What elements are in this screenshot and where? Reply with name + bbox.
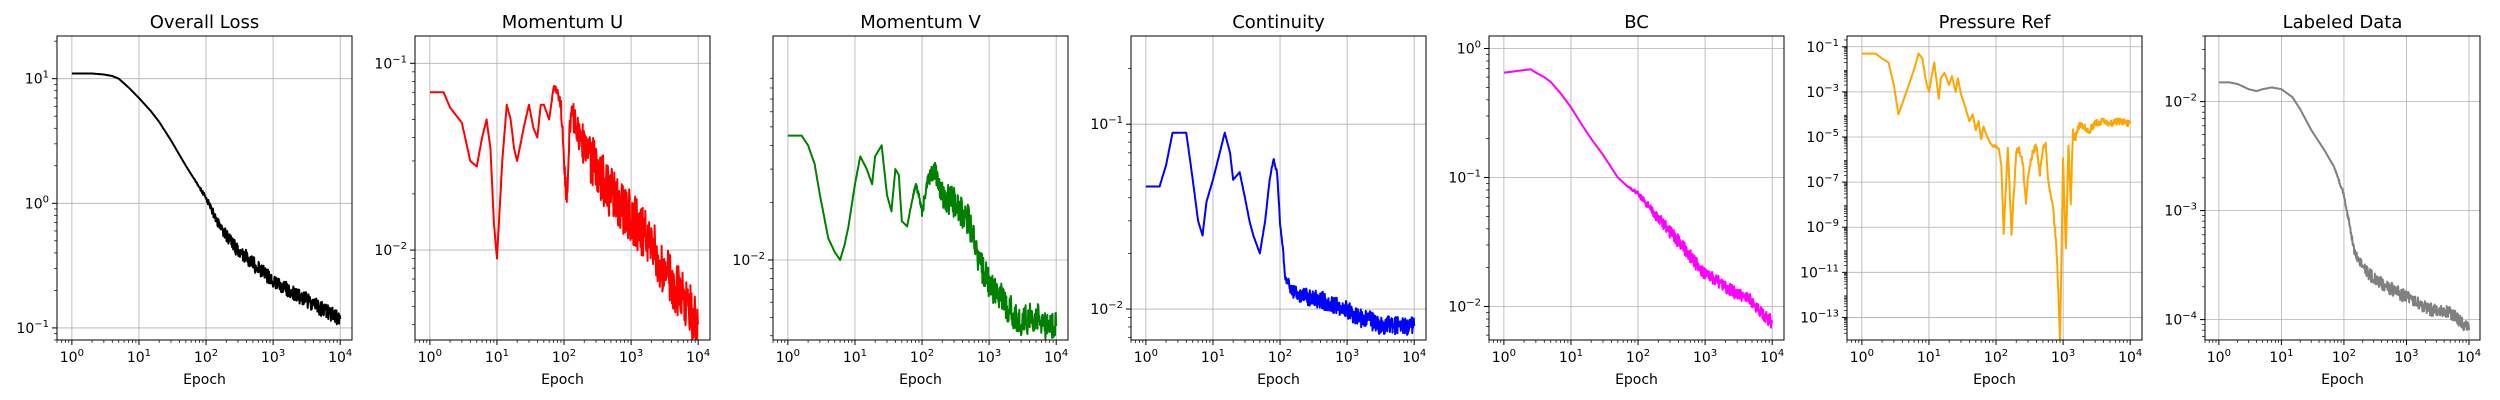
x-tick-label: 103 [2051,348,2075,366]
x-tick-label: 102 [1268,348,1292,366]
chart-title: Overall Loss [150,12,260,33]
chart-panel-1: Overall Loss 100 101 102 103 104 10−1 100 101 Epo… [16,12,353,388]
series-line [429,84,700,340]
y-tick-label: 100 [1457,40,1481,58]
x-axis-label: Epoch [1973,372,2016,388]
y-tick-label: 10−2 [1090,300,1123,318]
y-tick-label: 10−2 [2164,93,2197,111]
chart-title: BC [1624,12,1649,33]
y-tick-label: 101 [25,70,49,88]
x-tick-label: 100 [2207,348,2231,366]
series-line [787,134,1058,340]
x-tick-label: 104 [2457,348,2481,366]
x-tick-label: 101 [1917,348,1941,366]
y-tick-label: 10−1 [374,54,407,72]
axes-frame [772,35,1069,341]
series-line [1861,52,2132,340]
series-line [71,72,342,326]
chart-panel-5: BC 100 101 102 103 104 10−2 10−1 100 Epoch [1448,12,1785,388]
x-tick-label: 100 [776,348,800,366]
y-tick-label: 10−2 [1448,298,1481,316]
x-axis-label: Epoch [1615,372,1658,388]
x-tick-label: 102 [2332,348,2356,366]
x-tick-label: 101 [843,348,867,366]
y-tick-label: 10−1 [1448,169,1481,187]
chart-title: Labeled Data [2283,12,2403,33]
x-tick-label: 101 [127,348,151,366]
chart-title: Momentum U [502,12,623,33]
x-tick-label: 103 [2394,348,2418,366]
axes-frame [56,35,353,341]
x-tick-label: 103 [261,348,285,366]
x-tick-label: 103 [1335,348,1359,366]
axes-frame [414,35,711,341]
x-axis-label: Epoch [1257,372,1300,388]
chart-panel-2: Momentum U 100 101 102 103 104 10−2 10−1 Epoch [374,12,711,388]
chart-panel-6: Pressure Ref 100 101 102 103 104 10−13 10−11 10−… [1800,12,2143,388]
y-tick-label: 10−3 [2164,202,2197,220]
axes-frame [1488,35,1785,341]
y-tick-label: 10−11 [1800,263,1839,281]
chart-title: Continuity [1232,12,1325,33]
x-axis-label: Epoch [2321,372,2364,388]
x-tick-label: 104 [328,348,352,366]
y-tick-label: 10−1 [1806,38,1839,56]
y-tick-label: 10−2 [374,241,407,259]
chart-panel-4: Continuity 100 101 102 103 104 10−2 10−1 Epoch [1090,12,1427,388]
x-tick-label: 102 [552,348,576,366]
y-tick-label: 10−13 [1800,308,1839,326]
x-axis-label: Epoch [183,372,226,388]
chart-panel-3: Momentum V 100 101 102 103 104 10−2 Epoch [732,12,1069,388]
series-line [1503,68,1774,329]
x-tick-label: 100 [1850,348,1874,366]
y-tick-label: 10−4 [2164,311,2197,329]
x-tick-label: 104 [686,348,710,366]
x-tick-label: 104 [1044,348,1068,366]
x-tick-label: 102 [910,348,934,366]
x-tick-label: 101 [1559,348,1583,366]
x-tick-label: 103 [619,348,643,366]
chart-panel-7: Labeled Data 100 101 102 103 104 10−4 10−3 10−2 E… [2164,12,2481,388]
x-tick-label: 101 [2269,348,2293,366]
series-line [2218,81,2470,332]
y-tick-label: 10−1 [16,319,49,337]
chart-title: Momentum V [860,12,981,33]
y-tick-label: 10−5 [1806,128,1839,146]
x-tick-label: 104 [2118,348,2142,366]
y-tick-label: 10−9 [1806,218,1839,236]
x-axis-label: Epoch [899,372,942,388]
x-tick-label: 103 [1693,348,1717,366]
y-tick-label: 10−7 [1806,173,1839,191]
x-tick-label: 101 [1201,348,1225,366]
x-tick-label: 100 [60,348,84,366]
series-line [1145,131,1416,336]
axes-frame [2204,35,2481,341]
x-tick-label: 100 [1134,348,1158,366]
x-tick-label: 102 [1626,348,1650,366]
x-tick-label: 102 [194,348,218,366]
x-tick-label: 104 [1760,348,1784,366]
y-tick-label: 100 [25,194,49,212]
y-tick-label: 10−1 [1090,115,1123,133]
x-tick-label: 104 [1402,348,1426,366]
axes-frame [1846,35,2143,341]
x-tick-label: 100 [1492,348,1516,366]
x-axis-label: Epoch [541,372,584,388]
y-tick-label: 10−3 [1806,83,1839,101]
x-tick-label: 101 [485,348,509,366]
x-tick-label: 102 [1984,348,2008,366]
x-tick-label: 103 [977,348,1001,366]
y-tick-label: 10−2 [732,251,765,269]
chart-title: Pressure Ref [1939,12,2051,33]
x-tick-label: 100 [418,348,442,366]
axes-frame [1130,35,1427,341]
